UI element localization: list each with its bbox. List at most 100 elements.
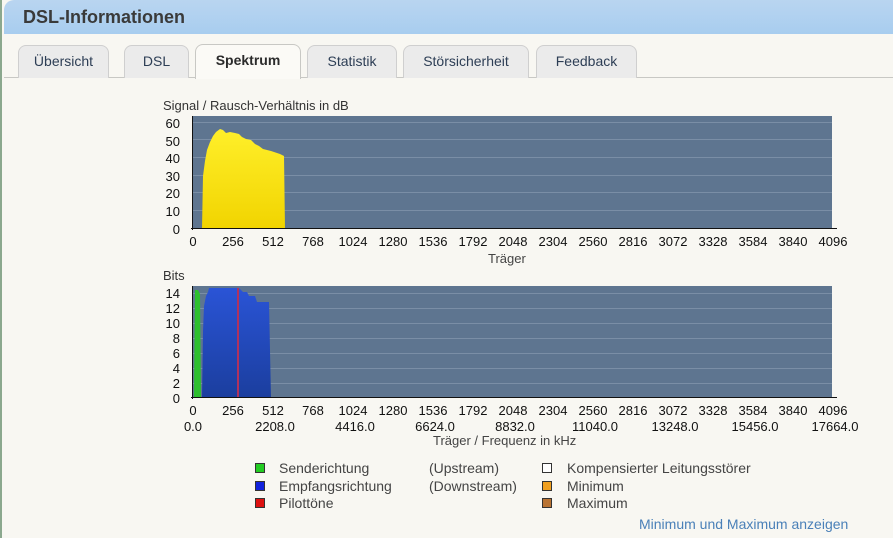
legend-downstream-label: Empfangsrichtung — [279, 478, 392, 494]
freq-tick-label: 0.0 — [183, 419, 203, 434]
tab-uebersicht[interactable]: Übersicht — [18, 45, 109, 78]
x-tick-label: 1024 — [338, 234, 368, 249]
y-tick-label: 10 — [165, 316, 180, 331]
bits-x-axis-title: Träger / Frequenz in kHz — [433, 433, 577, 448]
downstream-swatch-icon — [255, 481, 265, 491]
freq-tick-label: 13248.0 — [651, 419, 699, 434]
minimum-swatch-icon — [542, 481, 552, 491]
y-tick-label: 30 — [165, 169, 180, 184]
upstream-swatch-icon — [255, 463, 265, 473]
x-tick-label: 3328 — [698, 234, 728, 249]
tab-stoersicherheit[interactable]: Störsicherheit — [403, 45, 529, 78]
y-tick-label: 40 — [165, 151, 180, 166]
x-tick-label: 3072 — [658, 403, 688, 418]
x-tick-label: 2816 — [618, 234, 648, 249]
x-tick-label: 4096 — [818, 234, 848, 249]
pilot-swatch-icon — [255, 498, 265, 508]
y-tick-label: 20 — [165, 186, 180, 201]
tab-label: DSL — [142, 53, 171, 69]
x-tick-label: 1792 — [458, 234, 488, 249]
maximum-swatch-icon — [542, 498, 552, 508]
legend-minimum-label: Minimum — [567, 478, 624, 494]
x-tick-label: 2048 — [498, 234, 528, 249]
x-tick-label: 3840 — [778, 403, 808, 418]
page-title: DSL-Informationen — [23, 7, 185, 27]
x-tick-label: 3840 — [778, 234, 808, 249]
legend-downstream-note: (Downstream) — [429, 478, 517, 494]
bits-chart-title: Bits — [163, 268, 185, 283]
x-tick-label: 3584 — [738, 234, 768, 249]
x-tick-label: 256 — [222, 234, 244, 249]
snr-x-axis — [191, 228, 837, 230]
x-tick-label: 0 — [189, 234, 197, 249]
x-tick-label: 2048 — [498, 403, 528, 418]
tab-label: Feedback — [555, 53, 618, 69]
x-tick-label: 1280 — [378, 403, 408, 418]
y-tick-label: 2 — [172, 376, 180, 391]
tab-dsl[interactable]: DSL — [124, 45, 189, 78]
freq-tick-label: 6624.0 — [415, 419, 455, 434]
x-tick-label: 3072 — [658, 234, 688, 249]
x-tick-label: 768 — [302, 403, 324, 418]
snr-plot-area — [193, 116, 832, 229]
x-tick-label: 1792 — [458, 403, 488, 418]
tab-label: Übersicht — [33, 53, 94, 69]
y-tick-label: 0 — [172, 391, 180, 406]
y-tick-label: 0 — [172, 222, 180, 237]
freq-tick-label: 11040.0 — [571, 419, 619, 434]
show-minmax-link[interactable]: Minimum und Maximum anzeigen — [639, 516, 849, 532]
freq-tick-label: 15456.0 — [731, 419, 779, 434]
y-tick-label: 50 — [165, 134, 180, 149]
tab-label: Störsicherheit — [423, 53, 509, 69]
tab-feedback[interactable]: Feedback — [536, 45, 637, 78]
x-tick-label: 512 — [262, 234, 284, 249]
bits-area-graph — [193, 288, 832, 398]
x-tick-label: 256 — [222, 403, 244, 418]
legend-pilot-label: Pilottöne — [279, 495, 334, 511]
legend-upstream-label: Senderichtung — [279, 460, 370, 476]
freq-tick-label: 8832.0 — [495, 419, 535, 434]
snr-area-graph — [193, 122, 832, 229]
tab-label: Spektrum — [215, 52, 281, 68]
compensated-swatch-icon — [542, 463, 552, 473]
x-tick-label: 1280 — [378, 234, 408, 249]
freq-tick-label: 2208.0 — [255, 419, 295, 434]
tab-spektrum[interactable]: Spektrum — [195, 44, 301, 79]
snr-x-axis-title: Träger — [488, 251, 526, 266]
legend-upstream-note: (Upstream) — [429, 460, 500, 476]
x-tick-label: 512 — [262, 403, 284, 418]
bits-x-axis — [191, 397, 837, 399]
bits-y-axis — [191, 286, 193, 399]
snr-y-axis — [191, 116, 193, 230]
freq-tick-label: 4416.0 — [335, 419, 375, 434]
tab-bar: Übersicht DSL Spektrum Statistik Störsic… — [4, 44, 893, 79]
y-tick-label: 4 — [172, 361, 180, 376]
x-tick-label: 768 — [302, 234, 324, 249]
tab-label: Statistik — [327, 53, 377, 69]
x-tick-label: 3328 — [698, 403, 728, 418]
x-tick-label: 2304 — [538, 403, 568, 418]
panel-header: DSL-Informationen — [4, 0, 893, 34]
tab-statistik[interactable]: Statistik — [307, 45, 397, 78]
x-tick-label: 2816 — [618, 403, 648, 418]
x-tick-label: 0 — [189, 403, 197, 418]
y-tick-label: 10 — [165, 204, 180, 219]
x-tick-label: 2560 — [578, 403, 608, 418]
x-tick-label: 3584 — [738, 403, 768, 418]
legend-maximum-label: Maximum — [567, 495, 628, 511]
x-tick-label: 1024 — [338, 403, 368, 418]
y-tick-label: 12 — [165, 301, 180, 316]
freq-tick-label: 17664.0 — [811, 419, 859, 434]
y-tick-label: 60 — [165, 116, 180, 131]
legend-compensated-label: Kompensierter Leitungsstörer — [567, 460, 751, 476]
y-tick-label: 6 — [172, 346, 180, 361]
x-tick-label: 1536 — [418, 403, 448, 418]
y-tick-label: 14 — [165, 286, 180, 301]
y-tick-label: 8 — [172, 331, 180, 346]
x-tick-label: 1536 — [418, 234, 448, 249]
bits-plot-area — [193, 286, 832, 398]
x-tick-label: 2560 — [578, 234, 608, 249]
snr-chart-title: Signal / Rausch-Verhältnis in dB — [163, 98, 349, 113]
x-tick-label: 2304 — [538, 234, 568, 249]
